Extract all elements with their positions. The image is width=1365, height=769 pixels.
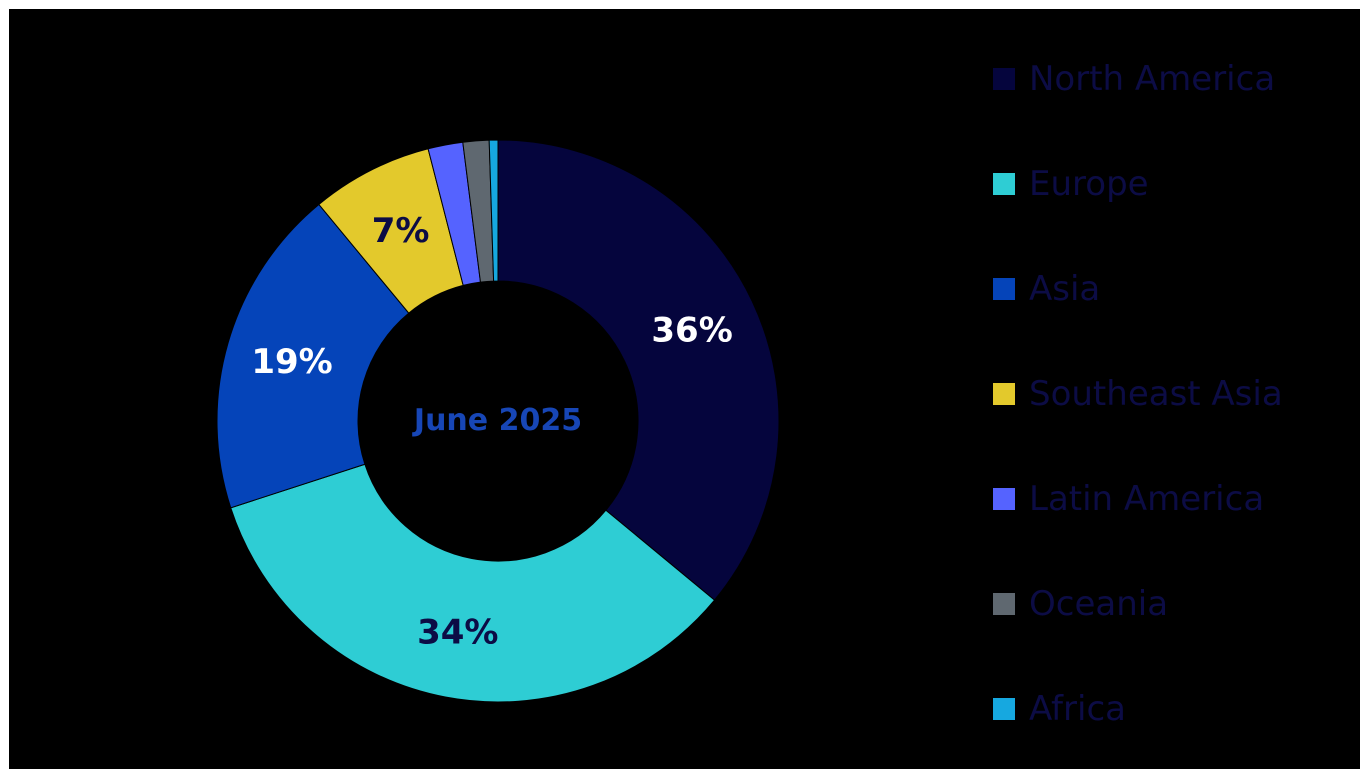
slice-north-america <box>497 139 780 601</box>
donut-slices <box>216 139 780 703</box>
legend-item-southeast-asia: Southeast Asia <box>993 372 1283 416</box>
slice-label-europe: 34% <box>417 613 498 653</box>
legend-label: Asia <box>1029 269 1101 309</box>
legend-label: Latin America <box>1029 479 1265 519</box>
legend-label: North America <box>1029 59 1276 99</box>
legend-label: Europe <box>1029 164 1149 204</box>
legend-item-africa: Africa <box>993 687 1126 731</box>
donut-slice-labels: 36% 34% 19% 7% <box>251 211 732 653</box>
slice-label-north-america: 36% <box>651 311 732 351</box>
legend-label: Oceania <box>1029 584 1169 624</box>
legend-swatch <box>993 488 1015 510</box>
slice-africa <box>488 139 499 282</box>
slice-asia <box>216 203 410 509</box>
legend-swatch <box>993 278 1015 300</box>
legend-item-north-america: North America <box>993 57 1275 101</box>
donut-chart: 36% 34% 19% 7% June 2025 <box>216 139 780 703</box>
donut-center-label: June 2025 <box>412 403 582 438</box>
legend-swatch <box>993 593 1015 615</box>
legend-label: Southeast Asia <box>1029 374 1283 414</box>
slice-label-asia: 19% <box>251 342 332 382</box>
slice-label-southeast-asia: 7% <box>372 211 430 251</box>
legend-label: Africa <box>1029 689 1126 729</box>
legend-item-latin-america: Latin America <box>993 477 1264 521</box>
legend-swatch <box>993 173 1015 195</box>
legend-swatch <box>993 698 1015 720</box>
legend-item-oceania: Oceania <box>993 582 1168 626</box>
legend-swatch <box>993 68 1015 90</box>
slice-europe <box>230 463 716 703</box>
legend-swatch <box>993 383 1015 405</box>
chart-frame: 36% 34% 19% 7% June 2025 North America Europ… <box>9 9 1360 769</box>
legend-item-europe: Europe <box>993 162 1149 206</box>
legend-item-asia: Asia <box>993 267 1100 311</box>
